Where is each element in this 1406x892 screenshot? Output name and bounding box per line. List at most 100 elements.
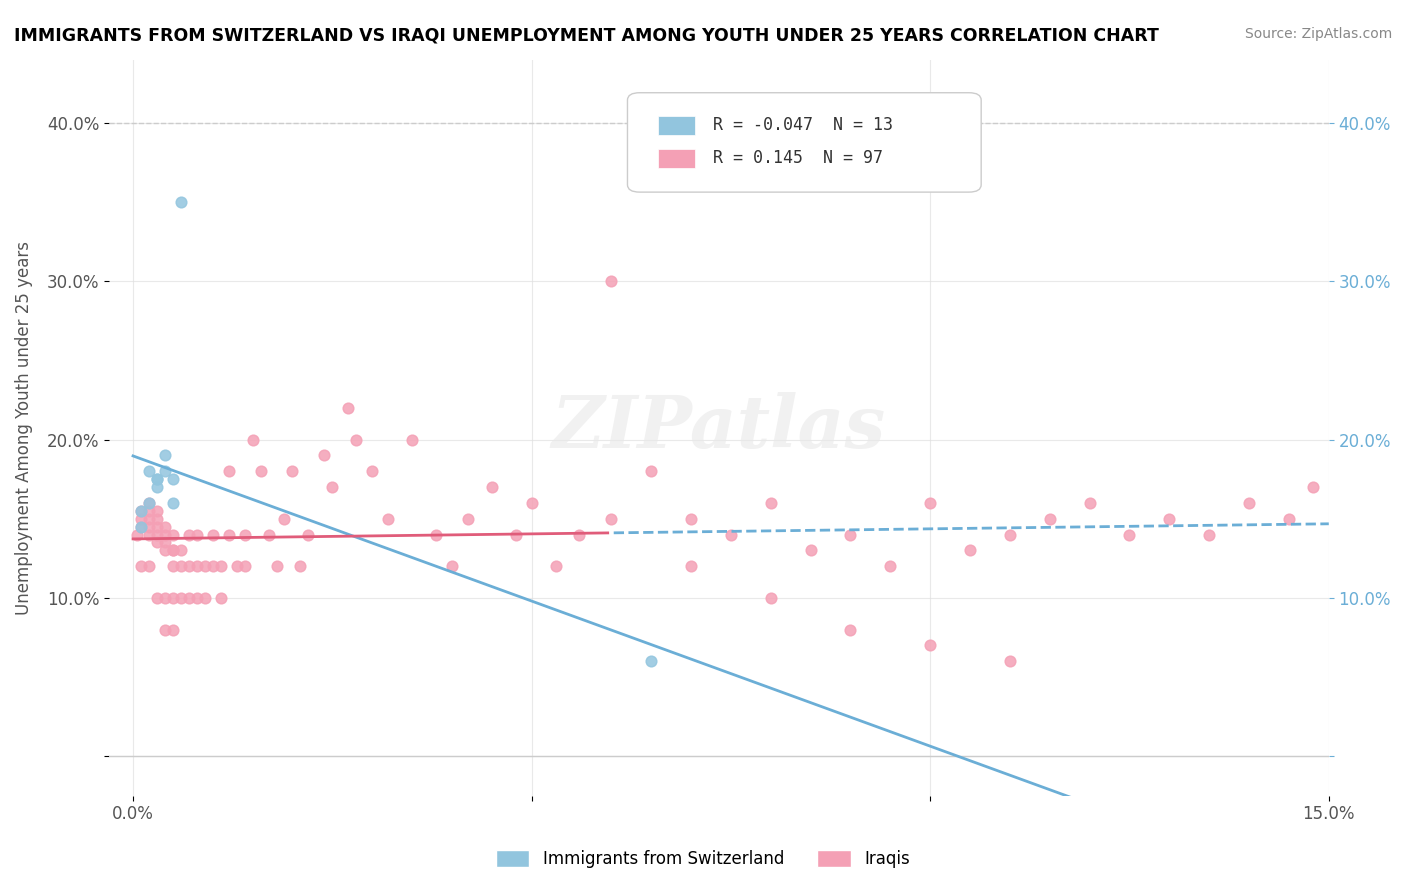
Point xyxy=(505,527,527,541)
Point xyxy=(153,535,176,549)
Point xyxy=(640,464,662,478)
Point xyxy=(146,535,169,549)
Point xyxy=(225,559,247,574)
Point xyxy=(177,527,200,541)
Point xyxy=(138,496,160,510)
Point xyxy=(138,464,160,478)
Point xyxy=(457,512,479,526)
Point xyxy=(162,527,184,541)
Point xyxy=(218,527,240,541)
Point xyxy=(201,559,224,574)
Point xyxy=(146,480,169,494)
Text: R = -0.047  N = 13: R = -0.047 N = 13 xyxy=(713,116,893,134)
Point xyxy=(177,559,200,574)
Point xyxy=(170,195,193,210)
Point xyxy=(146,527,169,541)
Point xyxy=(138,519,160,533)
Point xyxy=(138,512,160,526)
Point xyxy=(129,519,152,533)
Legend: Immigrants from Switzerland, Iraqis: Immigrants from Switzerland, Iraqis xyxy=(489,843,917,875)
Point xyxy=(146,591,169,605)
Point xyxy=(640,654,662,668)
Point xyxy=(425,527,447,541)
Point xyxy=(242,433,264,447)
Point xyxy=(600,512,623,526)
Point xyxy=(177,591,200,605)
Point xyxy=(344,433,367,447)
Point xyxy=(153,543,176,558)
Point xyxy=(1159,512,1181,526)
Point xyxy=(218,464,240,478)
Point xyxy=(146,512,169,526)
Point xyxy=(759,496,782,510)
Point xyxy=(138,559,160,574)
FancyBboxPatch shape xyxy=(627,93,981,192)
Point xyxy=(153,591,176,605)
Point xyxy=(481,480,503,494)
Point xyxy=(1302,480,1324,494)
Point xyxy=(401,433,423,447)
Point xyxy=(520,496,543,510)
Point xyxy=(720,527,742,541)
Point xyxy=(879,559,901,574)
Point xyxy=(186,591,208,605)
Y-axis label: Unemployment Among Youth under 25 years: Unemployment Among Youth under 25 years xyxy=(15,241,32,615)
Point xyxy=(209,559,232,574)
Point xyxy=(146,504,169,518)
Point xyxy=(600,274,623,288)
Point xyxy=(201,527,224,541)
Point xyxy=(162,559,184,574)
Point xyxy=(1278,512,1301,526)
Point xyxy=(281,464,304,478)
Point xyxy=(568,527,591,541)
Point xyxy=(186,527,208,541)
Point xyxy=(153,464,176,478)
Point xyxy=(129,519,152,533)
Point xyxy=(209,591,232,605)
Point xyxy=(297,527,319,541)
Point xyxy=(129,504,152,518)
Point xyxy=(1198,527,1220,541)
Point xyxy=(153,623,176,637)
Point xyxy=(839,623,862,637)
Point xyxy=(321,480,343,494)
Point xyxy=(153,449,176,463)
Point xyxy=(194,591,217,605)
Point xyxy=(125,527,148,541)
Point xyxy=(920,496,942,510)
Text: Source: ZipAtlas.com: Source: ZipAtlas.com xyxy=(1244,27,1392,41)
Point xyxy=(273,512,295,526)
Point xyxy=(266,559,288,574)
Point xyxy=(186,559,208,574)
Point xyxy=(146,472,169,486)
Point xyxy=(146,472,169,486)
Point xyxy=(162,472,184,486)
Point xyxy=(679,559,702,574)
Point xyxy=(800,543,823,558)
Point xyxy=(290,559,312,574)
Point xyxy=(153,527,176,541)
Point xyxy=(959,543,981,558)
Point xyxy=(1118,527,1140,541)
Point xyxy=(544,559,567,574)
Point xyxy=(257,527,280,541)
Point xyxy=(233,527,256,541)
Point xyxy=(759,591,782,605)
Point xyxy=(1078,496,1101,510)
Point xyxy=(920,638,942,652)
Point xyxy=(138,496,160,510)
Point xyxy=(129,559,152,574)
Point xyxy=(337,401,360,415)
Point xyxy=(361,464,384,478)
Point xyxy=(377,512,399,526)
Point xyxy=(162,591,184,605)
Point xyxy=(1237,496,1260,510)
Point xyxy=(153,519,176,533)
Point xyxy=(129,512,152,526)
Point xyxy=(162,543,184,558)
Point xyxy=(146,519,169,533)
Point xyxy=(679,512,702,526)
Point xyxy=(162,623,184,637)
Text: IMMIGRANTS FROM SWITZERLAND VS IRAQI UNEMPLOYMENT AMONG YOUTH UNDER 25 YEARS COR: IMMIGRANTS FROM SWITZERLAND VS IRAQI UNE… xyxy=(14,27,1159,45)
Point xyxy=(129,504,152,518)
